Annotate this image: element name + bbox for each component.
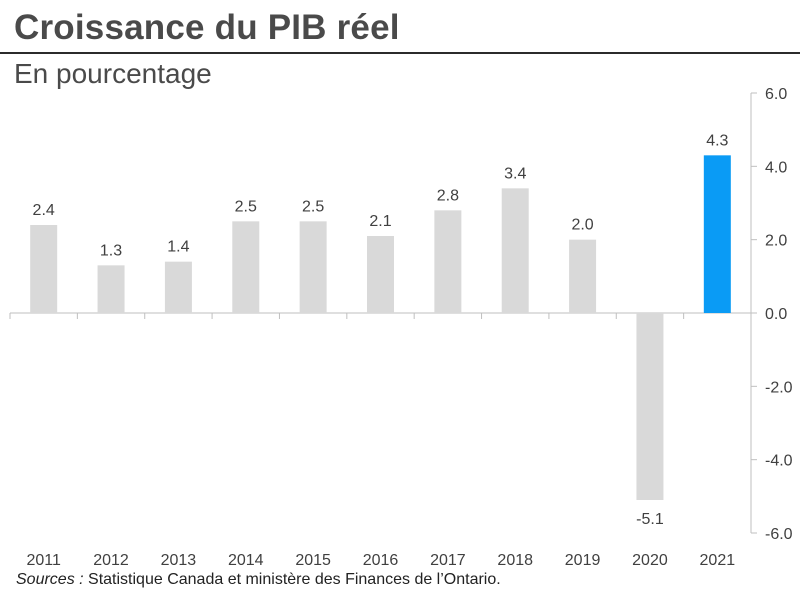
- x-tick-label: 2013: [161, 552, 197, 569]
- bar: [232, 221, 260, 313]
- x-tick-label: 2020: [632, 552, 668, 569]
- data-label: 2.1: [369, 213, 391, 230]
- data-label: 2.0: [571, 217, 593, 234]
- x-tick-label: 2012: [93, 552, 129, 569]
- data-label: 1.4: [167, 239, 189, 256]
- x-tick-label: 2011: [26, 552, 61, 569]
- data-label: 1.3: [100, 242, 122, 259]
- x-tick-label: 2014: [228, 552, 264, 569]
- y-tick-label: 4.0: [765, 159, 787, 176]
- chart-subtitle: En pourcentage: [14, 58, 212, 89]
- bar: [636, 313, 664, 500]
- title-divider: [0, 52, 800, 54]
- y-tick-label: -6.0: [765, 526, 793, 543]
- bar: [164, 261, 192, 313]
- bar: [434, 210, 462, 313]
- x-tick-label: 2019: [565, 552, 601, 569]
- y-tick-label: -4.0: [765, 453, 793, 470]
- data-label: 2.5: [235, 198, 257, 215]
- bar: [367, 236, 394, 313]
- data-label: 2.8: [437, 187, 459, 204]
- bar: [703, 155, 731, 313]
- y-tick-label: 6.0: [765, 86, 787, 103]
- bar: [501, 188, 529, 313]
- x-tick-label: 2016: [363, 552, 399, 569]
- data-label: 2.5: [302, 198, 324, 215]
- bar: [97, 265, 125, 313]
- y-tick-label: 2.0: [765, 233, 787, 250]
- source-text: Statistique Canada et ministère des Fina…: [83, 571, 501, 588]
- y-tick-label: 0.0: [765, 306, 787, 323]
- bar: [299, 221, 327, 313]
- source-note: Sources : Statistique Canada et ministèr…: [16, 571, 501, 589]
- data-label: -5.1: [636, 511, 664, 528]
- source-label: Sources :: [16, 571, 84, 588]
- x-tick-label: 2017: [430, 552, 466, 569]
- x-tick-label: 2018: [497, 552, 533, 569]
- y-tick-label: -2.0: [765, 379, 793, 396]
- chart-title: Croissance du PIB réel: [14, 8, 400, 47]
- data-label: 3.4: [504, 165, 526, 182]
- x-tick-label: 2015: [295, 552, 331, 569]
- x-tick-label: 2021: [700, 552, 736, 569]
- bar: [30, 225, 58, 313]
- data-label: 4.3: [706, 132, 728, 149]
- bar: [569, 239, 597, 313]
- data-label: 2.4: [33, 202, 55, 219]
